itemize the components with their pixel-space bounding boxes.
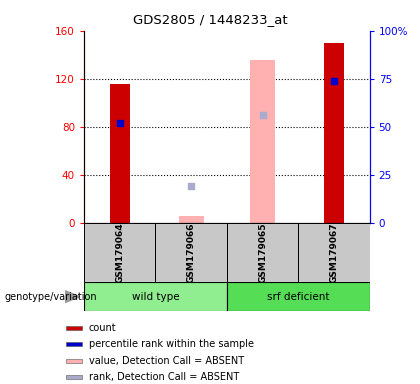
Text: value, Detection Call = ABSENT: value, Detection Call = ABSENT [89,356,244,366]
Bar [84,282,227,311]
Point [331,78,337,84]
Text: GSM179066: GSM179066 [186,222,196,283]
Point [188,183,194,189]
Bar [227,223,298,282]
Bar [178,215,204,223]
Bar [66,342,82,346]
Text: wild type: wild type [131,291,179,302]
Bar [250,60,275,223]
Text: GSM179065: GSM179065 [258,222,267,283]
Text: GSM179064: GSM179064 [115,222,124,283]
Point [259,112,266,118]
Bar [66,359,82,363]
Text: genotype/variation: genotype/variation [4,291,97,302]
Text: GSM179067: GSM179067 [329,222,339,283]
Text: rank, Detection Call = ABSENT: rank, Detection Call = ABSENT [89,372,239,382]
Bar [66,326,82,330]
Bar [66,375,82,379]
Bar [227,282,370,311]
Text: count: count [89,323,116,333]
Bar [324,43,344,223]
Bar [84,223,155,282]
Bar [298,223,370,282]
Bar [155,223,227,282]
Bar [110,84,130,223]
Text: srf deficient: srf deficient [267,291,329,302]
Text: percentile rank within the sample: percentile rank within the sample [89,339,254,349]
Point [116,120,123,126]
Polygon shape [65,291,80,303]
Text: GDS2805 / 1448233_at: GDS2805 / 1448233_at [133,13,287,26]
